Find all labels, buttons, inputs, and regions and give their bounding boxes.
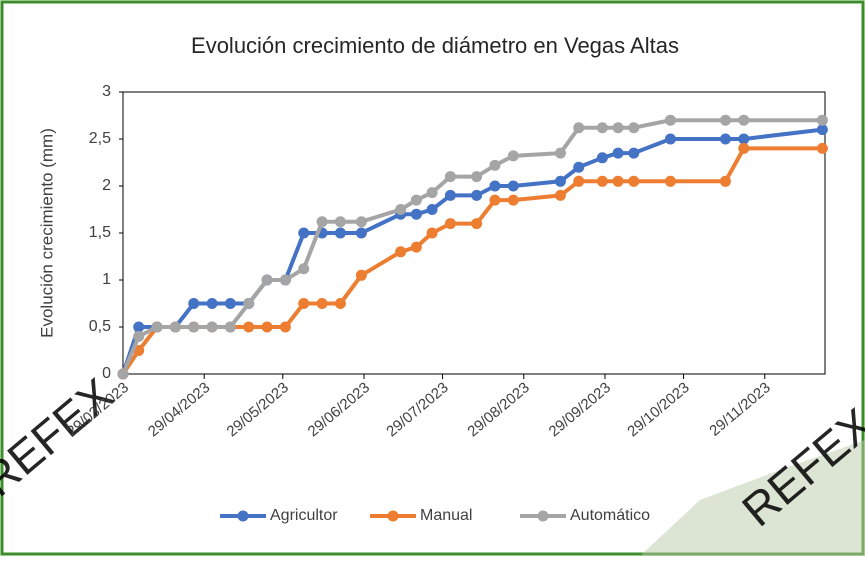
point (508, 195, 519, 206)
point (317, 298, 328, 309)
y-tick-label: 0 (102, 365, 111, 382)
point (720, 115, 731, 126)
point (133, 331, 144, 342)
point (317, 216, 328, 227)
legend-marker (538, 511, 549, 522)
y-axis-label: Evolución crecimiento (mm) (37, 128, 56, 338)
y-tick-label: 1 (102, 271, 111, 288)
point (628, 122, 639, 133)
point (573, 122, 584, 133)
point (665, 176, 676, 187)
point (445, 190, 456, 201)
point (335, 228, 346, 239)
point (395, 204, 406, 215)
point (720, 176, 731, 187)
point (555, 190, 566, 201)
point (427, 228, 438, 239)
point (817, 124, 828, 135)
point (427, 204, 438, 215)
point (628, 176, 639, 187)
legend-label: Agricultor (270, 507, 338, 524)
y-tick-label: 1,5 (89, 224, 111, 241)
point (555, 176, 566, 187)
y-tick-label: 2 (102, 177, 111, 194)
point (427, 187, 438, 198)
point (262, 322, 273, 333)
point (738, 134, 749, 145)
point (665, 134, 676, 145)
point (817, 143, 828, 154)
point (356, 216, 367, 227)
point (188, 298, 199, 309)
point (573, 162, 584, 173)
point (243, 322, 254, 333)
point (262, 275, 273, 286)
point (738, 115, 749, 126)
point (170, 322, 181, 333)
point (118, 369, 129, 380)
point (225, 298, 236, 309)
point (613, 176, 624, 187)
point (335, 298, 346, 309)
legend-marker (388, 511, 399, 522)
point (628, 148, 639, 159)
y-tick-label: 0,5 (89, 318, 111, 335)
chart-title: Evolución crecimiento de diámetro en Veg… (191, 33, 679, 58)
point (298, 298, 309, 309)
chart: Evolución crecimiento de diámetro en Veg… (0, 0, 865, 556)
point (613, 148, 624, 159)
y-tick-label: 3 (102, 83, 111, 100)
point (665, 115, 676, 126)
point (395, 246, 406, 257)
point (597, 176, 608, 187)
point (471, 190, 482, 201)
point (555, 148, 566, 159)
point (817, 115, 828, 126)
point (445, 171, 456, 182)
point (298, 228, 309, 239)
point (720, 134, 731, 145)
point (508, 150, 519, 161)
point (152, 322, 163, 333)
point (207, 298, 218, 309)
point (489, 195, 500, 206)
point (225, 322, 236, 333)
point (597, 152, 608, 163)
point (411, 242, 422, 253)
point (471, 171, 482, 182)
point (573, 176, 584, 187)
point (471, 218, 482, 229)
frame-border (2, 2, 863, 554)
point (335, 216, 346, 227)
point (356, 270, 367, 281)
point (280, 275, 291, 286)
point (411, 195, 422, 206)
point (445, 218, 456, 229)
y-tick-label: 2,5 (89, 130, 111, 147)
legend-label: Manual (420, 507, 472, 524)
point (356, 228, 367, 239)
legend-label: Automático (570, 507, 650, 524)
point (133, 322, 144, 333)
point (489, 160, 500, 171)
point (298, 263, 309, 274)
point (243, 298, 254, 309)
point (489, 181, 500, 192)
legend-marker (238, 511, 249, 522)
point (738, 143, 749, 154)
point (613, 122, 624, 133)
point (597, 122, 608, 133)
point (280, 322, 291, 333)
point (411, 209, 422, 220)
point (188, 322, 199, 333)
point (508, 181, 519, 192)
point (207, 322, 218, 333)
